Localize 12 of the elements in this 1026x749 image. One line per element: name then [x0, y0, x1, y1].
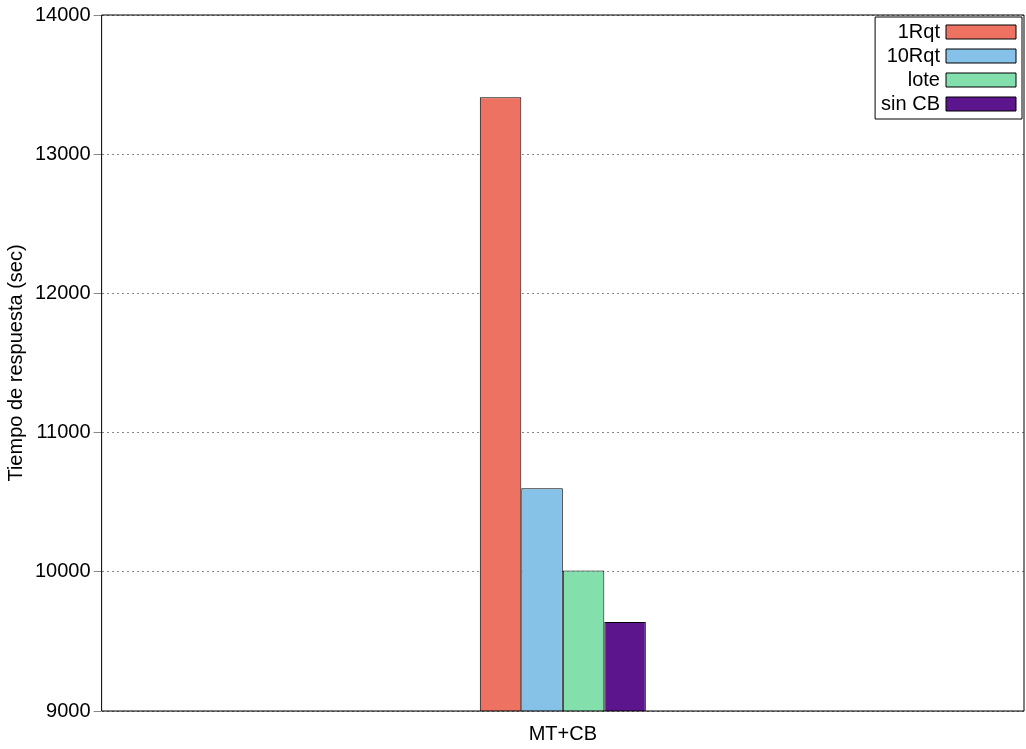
y-tick-label: 12000 — [34, 280, 91, 303]
y-tick-label: 14000 — [34, 2, 91, 25]
legend-label: lote — [907, 67, 940, 90]
y-tick-label: 10000 — [34, 559, 91, 582]
y-tick-label: 9000 — [46, 698, 91, 721]
y-tick-label: 13000 — [34, 141, 91, 164]
x-tick-label: MT+CB — [528, 721, 597, 744]
legend-label: 1Rqt — [897, 19, 941, 42]
y-tick-label: 11000 — [36, 420, 91, 443]
legend-label: sin CB — [881, 91, 940, 114]
legend-label: 10Rqt — [886, 43, 941, 66]
y-axis-title: Tiempo de respuesta (sec) — [3, 244, 26, 482]
